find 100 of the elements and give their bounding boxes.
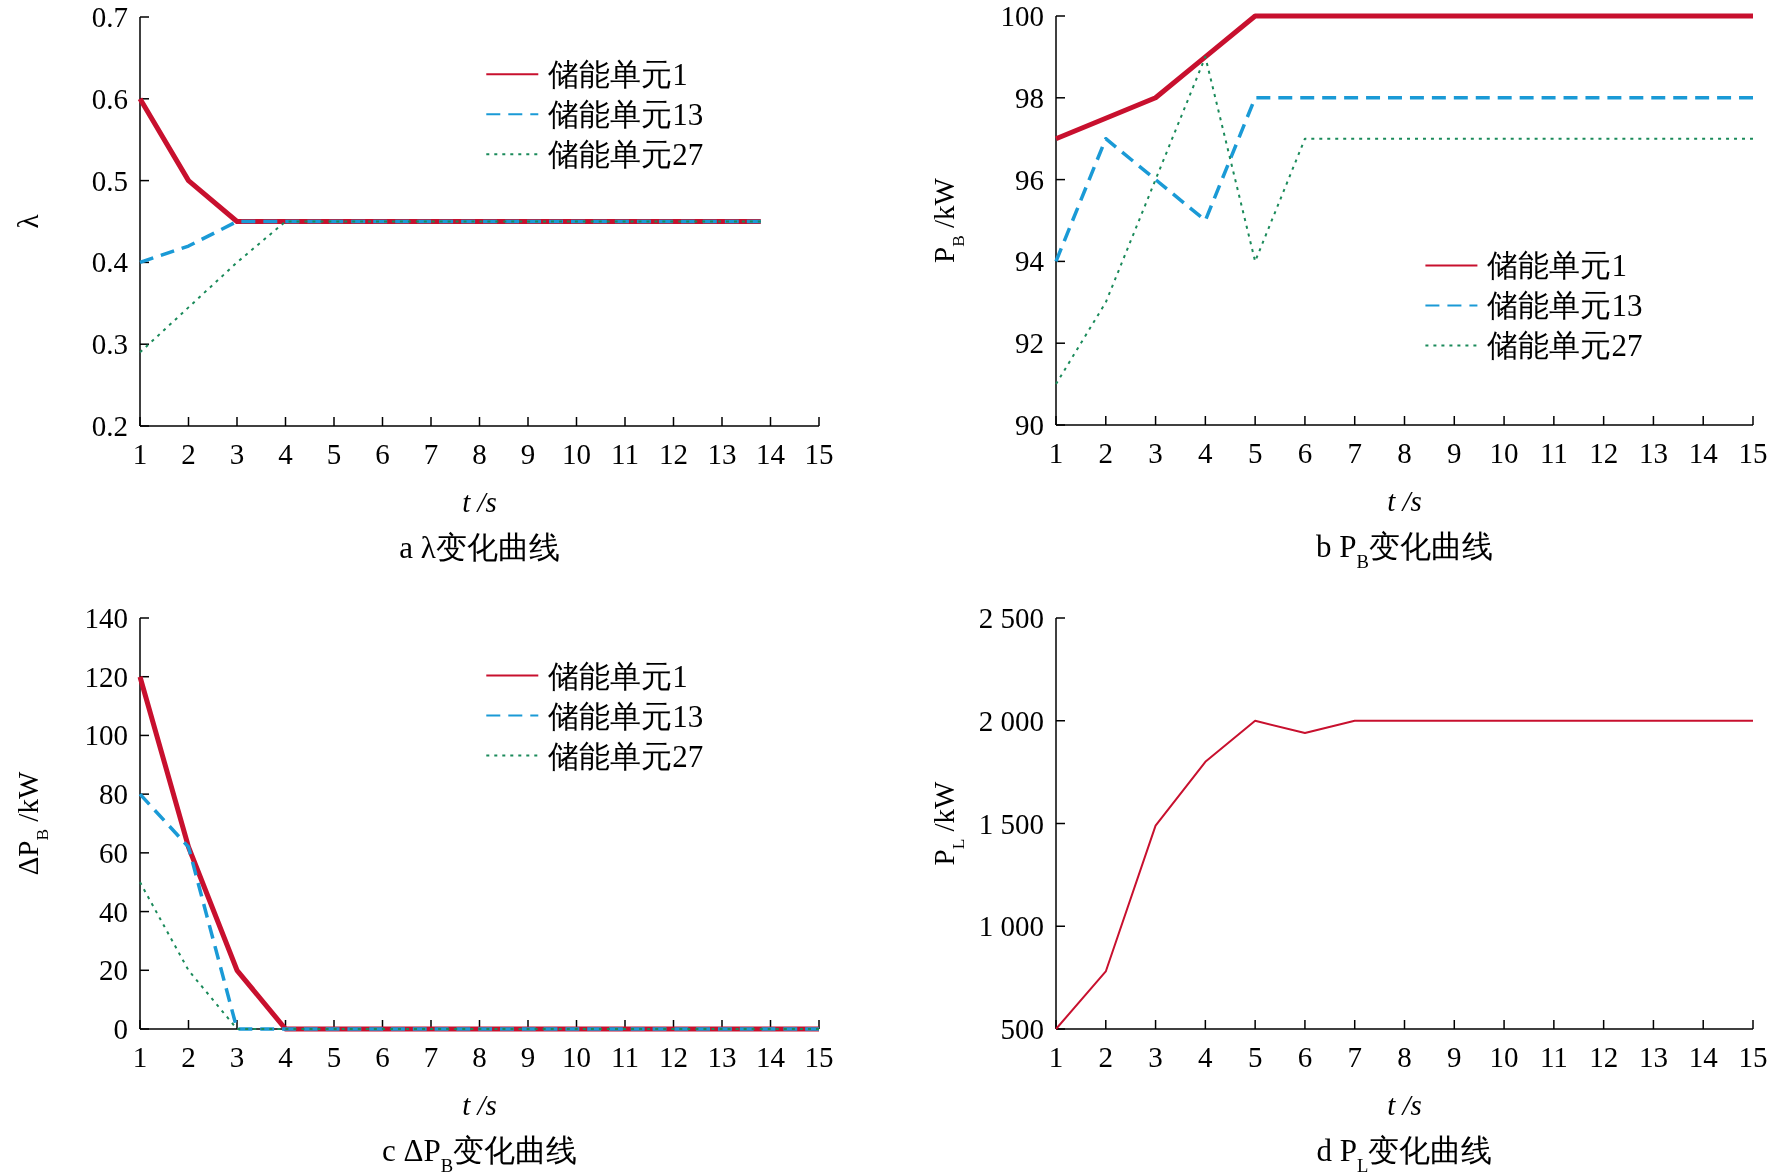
x-tick-label: 12	[1589, 437, 1619, 469]
x-tick-label: 15	[804, 1041, 834, 1073]
legend-label: 储能单元27	[548, 738, 704, 774]
x-tick-label: 13	[1638, 1041, 1668, 1073]
x-tick-label: 5	[326, 1041, 342, 1073]
y-tick-label: 2 500	[978, 602, 1044, 634]
y-tick-label: 100	[1000, 0, 1044, 32]
y-tick-label: 100	[84, 719, 128, 752]
x-tick-label: 6	[375, 438, 390, 470]
y-tick-label: 2 000	[978, 704, 1044, 737]
x-tick-label: 1	[132, 1041, 148, 1073]
x-tick-label: 2	[181, 438, 196, 470]
x-tick-label: 14	[756, 1041, 786, 1073]
x-tick-label: 13	[1638, 437, 1668, 469]
x-tick-label: 8	[1397, 437, 1412, 469]
y-tick-label: 96	[1015, 163, 1044, 196]
x-tick-label: 5	[1247, 437, 1263, 469]
y-tick-label: 0.3	[91, 328, 128, 361]
x-tick-label: 6	[1297, 1041, 1313, 1073]
y-tick-label: 20	[99, 954, 128, 987]
x-tick-label: 1	[1048, 1041, 1064, 1073]
x-tick-label: 9	[520, 438, 536, 470]
x-tick-label: 3	[229, 1041, 245, 1073]
x-tick-label: 15	[1738, 437, 1768, 469]
y-tick-label: 1 500	[978, 807, 1044, 840]
text: d P$_{L}$变化曲线	[1316, 1133, 1493, 1175]
y-tick-label: 98	[1015, 81, 1044, 114]
x-tick-label: 13	[707, 1041, 737, 1073]
line-series	[1055, 55, 1754, 386]
x-axis-title: t /s	[462, 1089, 497, 1121]
x-tick-label: 3	[229, 438, 245, 470]
x-tick-label: 12	[659, 1041, 688, 1073]
x-tick-label: 11	[611, 438, 639, 470]
x-tick-label: 4	[278, 1041, 294, 1073]
x-tick-label: 14	[1688, 437, 1719, 469]
x-tick-label: 3	[1148, 437, 1163, 469]
x-tick-label: 4	[278, 438, 294, 470]
y-axis-title: λ	[12, 214, 44, 229]
x-tick-label: 8	[472, 1041, 487, 1073]
legend-label: 储能单元27	[1487, 328, 1643, 364]
legend-label: 储能单元13	[548, 698, 704, 734]
y-tick-label: 40	[99, 895, 128, 928]
x-tick-label: 10	[1489, 1041, 1519, 1073]
x-tick-label: 15	[1738, 1041, 1768, 1073]
x-tick-label: 6	[1297, 437, 1313, 469]
y-tick-label: 1 000	[978, 910, 1044, 943]
x-tick-label: 2	[181, 1041, 196, 1073]
legend-label: 储能单元1	[548, 57, 688, 93]
x-tick-label: 14	[756, 438, 786, 470]
x-tick-label: 10	[562, 1041, 591, 1073]
x-tick-label: 5	[326, 438, 342, 470]
x-tick-label: 11	[1539, 437, 1568, 469]
y-tick-label: 80	[99, 778, 128, 811]
x-tick-label: 5	[1247, 1041, 1263, 1073]
x-tick-label: 9	[1447, 1041, 1462, 1073]
y-tick-label: 0.7	[91, 1, 128, 33]
legend-label: 储能单元13	[548, 97, 704, 133]
text: a λ变化曲线	[399, 530, 560, 565]
legend-label: 储能单元27	[548, 137, 704, 173]
x-tick-label: 10	[1489, 437, 1519, 469]
x-tick-label: 7	[1347, 1041, 1362, 1073]
y-tick-label: 0.5	[91, 164, 128, 197]
x-tick-label: 6	[375, 1041, 390, 1073]
x-tick-label: 15	[804, 438, 834, 470]
x-tick-label: 10	[562, 438, 591, 470]
x-tick-label: 8	[472, 438, 487, 470]
x-tick-label: 1	[1048, 437, 1064, 469]
x-tick-label: 8	[1397, 1041, 1412, 1073]
x-tick-label: 13	[707, 438, 737, 470]
x-axis-title: t /s	[1387, 1089, 1422, 1121]
x-tick-label: 3	[1148, 1041, 1163, 1073]
y-tick-label: 0.4	[91, 246, 129, 279]
y-tick-label: 0.2	[91, 410, 128, 442]
x-tick-label: 4	[1198, 1041, 1214, 1073]
y-tick-label: 0	[113, 1013, 128, 1045]
x-tick-label: 7	[1347, 437, 1362, 469]
x-tick-label: 7	[423, 1041, 439, 1073]
y-tick-label: 92	[1015, 327, 1044, 360]
x-tick-label: 9	[520, 1041, 536, 1073]
legend-label: 储能单元13	[1487, 288, 1643, 324]
legend-label: 储能单元1	[548, 658, 688, 694]
y-tick-label: 90	[1015, 409, 1044, 441]
x-tick-label: 14	[1688, 1041, 1719, 1073]
text: c ΔP$_{B}$变化曲线	[381, 1133, 578, 1175]
text: b P$_{B}$变化曲线	[1316, 529, 1493, 572]
x-axis-title: t /s	[462, 486, 497, 518]
y-tick-label: 120	[84, 660, 128, 693]
x-tick-label: 12	[659, 438, 688, 470]
x-tick-label: 11	[1539, 1041, 1568, 1073]
y-tick-label: 94	[1015, 245, 1045, 278]
x-axis-title: t /s	[1387, 485, 1422, 517]
line-series	[139, 220, 762, 354]
x-tick-label: 7	[423, 438, 439, 470]
legend-label: 储能单元1	[1487, 248, 1627, 284]
y-tick-label: 140	[84, 602, 128, 634]
y-tick-label: 60	[99, 836, 128, 869]
x-tick-label: 2	[1098, 1041, 1114, 1073]
x-tick-label: 11	[611, 1041, 639, 1073]
x-tick-label: 4	[1198, 437, 1214, 469]
x-tick-label: 12	[1589, 1041, 1619, 1073]
